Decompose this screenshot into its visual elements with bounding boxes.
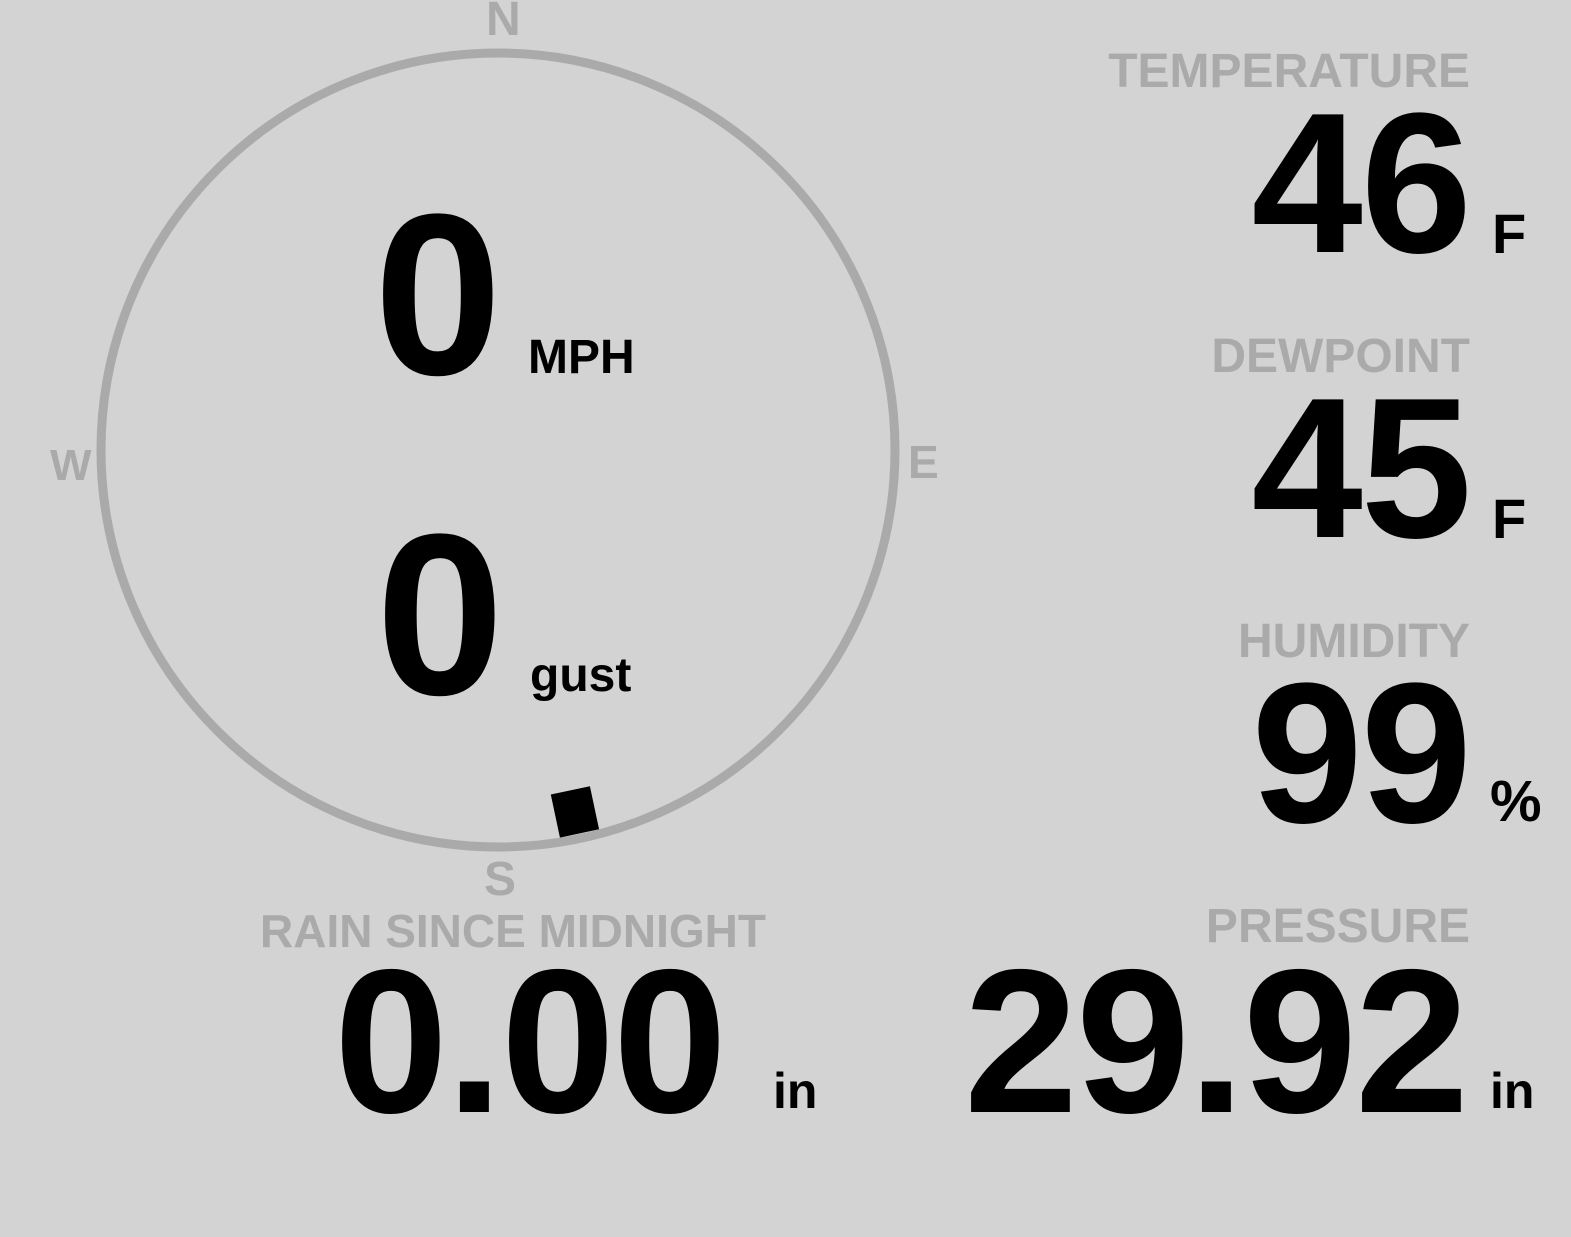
wind-gust-value: 0 bbox=[376, 486, 504, 743]
humidity-value: 99 bbox=[1251, 642, 1472, 865]
wind-direction-marker bbox=[550, 786, 600, 838]
humidity-unit: % bbox=[1490, 769, 1542, 834]
compass-north-label: N bbox=[486, 0, 521, 46]
rain-unit: in bbox=[773, 1063, 818, 1119]
dewpoint-value: 45 bbox=[1251, 357, 1472, 580]
compass-east-label: E bbox=[908, 436, 939, 488]
pressure-unit: in bbox=[1490, 1063, 1535, 1119]
temperature-unit: F bbox=[1492, 202, 1527, 265]
dewpoint-unit: F bbox=[1492, 487, 1527, 550]
compass-south-label: S bbox=[484, 853, 517, 906]
rain-value: 0.00 bbox=[334, 927, 727, 1156]
wind-speed-unit: MPH bbox=[528, 331, 635, 384]
humidity-label: HUMIDITY bbox=[1238, 615, 1470, 668]
wind-gust-unit: gust bbox=[530, 649, 632, 702]
temperature-label: TEMPERATURE bbox=[1108, 45, 1470, 98]
compass-west-label: W bbox=[50, 441, 92, 490]
pressure-value: 29.92 bbox=[963, 927, 1469, 1156]
dewpoint-label: DEWPOINT bbox=[1211, 330, 1470, 383]
rain-label: RAIN SINCE MIDNIGHT bbox=[260, 905, 766, 957]
pressure-label: PRESSURE bbox=[1205, 900, 1470, 953]
temperature-value: 46 bbox=[1251, 72, 1472, 295]
compass-ring bbox=[96, 48, 900, 852]
wind-speed-value: 0 bbox=[374, 166, 502, 423]
